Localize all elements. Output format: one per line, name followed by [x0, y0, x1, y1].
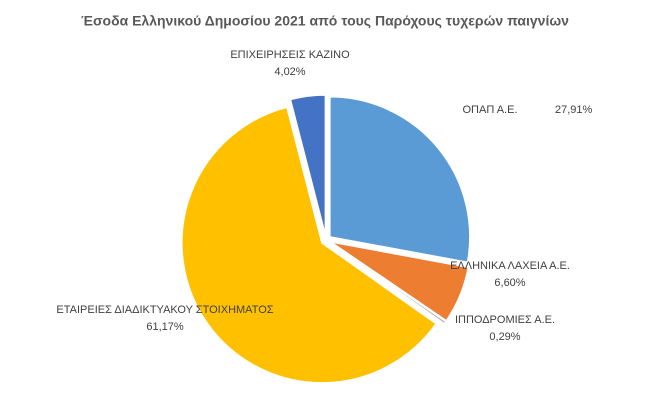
pie-slice [329, 96, 471, 264]
pie-slice [289, 94, 327, 236]
value-label: 27,91% [555, 104, 593, 116]
value-label: 61,17% [146, 321, 184, 333]
slice-label: ΕΛΛΗΝΙΚΑ ΛΑΧΕΙΑ Α.Ε. [450, 260, 570, 272]
slice-label: ΙΠΠΟΔΡΟΜΙΕΣ Α.Ε. [455, 314, 555, 326]
value-label: 6,60% [494, 277, 525, 289]
chart-title: Έσοδα Ελληνικού Δημοσίου 2021 από τους Π… [81, 13, 569, 29]
pie-slice [329, 242, 447, 325]
value-label: 4,02% [274, 66, 305, 78]
pie-slice [181, 106, 438, 384]
value-label: 0,29% [489, 331, 520, 343]
slice-label: ΕΤΑΙΡΕΙΕΣ ΔΙΑΔΙΚΤΥΑΚΟΥ ΣΤΟΙΧΗΜΑΤΟΣ [56, 304, 273, 316]
pie-slice [330, 241, 470, 322]
slice-label: ΟΠΑΠ Α.Ε. [462, 104, 517, 116]
slice-label: ΕΠΙΧΕΙΡΗΣΕΙΣ ΚΑΖΙΝΟ [230, 49, 350, 61]
